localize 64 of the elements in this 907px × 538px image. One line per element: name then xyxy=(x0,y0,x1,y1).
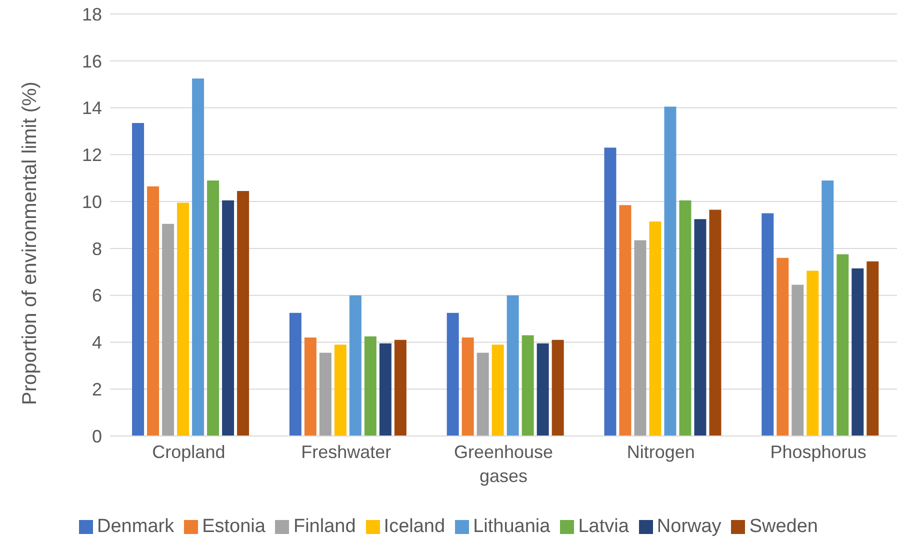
bar xyxy=(462,338,474,436)
legend-label: Finland xyxy=(293,516,356,537)
bar xyxy=(762,213,774,436)
y-tick-label: 12 xyxy=(82,145,102,166)
legend-label: Lithuania xyxy=(473,516,550,537)
x-tick-label: Greenhouse gases xyxy=(454,442,554,486)
y-tick-label: 18 xyxy=(82,4,102,24)
bar xyxy=(806,270,819,436)
legend-label: Sweden xyxy=(749,516,818,537)
y-tick-label: 4 xyxy=(92,332,102,353)
bar xyxy=(634,240,646,436)
bar xyxy=(364,336,376,436)
y-axis-title: Proportion of environmental limit (%) xyxy=(19,82,42,405)
legend-label: Iceland xyxy=(384,516,446,537)
bar xyxy=(619,205,632,436)
bar xyxy=(709,210,722,436)
y-tick-label: 8 xyxy=(92,238,102,259)
y-tick-label: 0 xyxy=(92,426,102,446)
bar xyxy=(147,186,160,436)
bar xyxy=(177,202,190,436)
legend-label: Denmark xyxy=(97,516,174,537)
bar xyxy=(132,123,144,436)
legend-label: Latvia xyxy=(578,516,629,537)
bar xyxy=(162,224,174,436)
x-tick-label: Cropland xyxy=(152,442,226,462)
bar xyxy=(506,295,519,436)
bar xyxy=(349,295,362,436)
bar xyxy=(679,200,692,436)
bar xyxy=(304,338,316,436)
bar xyxy=(222,200,234,436)
y-tick-label: 2 xyxy=(92,380,102,400)
bar xyxy=(836,254,849,436)
y-tick-label: 16 xyxy=(82,51,102,72)
bar xyxy=(394,340,406,436)
bar xyxy=(866,261,879,436)
bar xyxy=(604,148,616,436)
bar xyxy=(476,352,489,436)
bar xyxy=(536,343,549,436)
y-tick-label: 10 xyxy=(82,192,102,212)
bar xyxy=(852,268,864,436)
bar xyxy=(237,191,250,436)
legend-label: Norway xyxy=(656,516,722,537)
bar xyxy=(522,335,534,436)
legend-label: Estonia xyxy=(202,516,266,537)
x-tick-label: Freshwater xyxy=(301,442,392,462)
bar xyxy=(379,343,392,436)
bar xyxy=(664,106,676,436)
y-tick-label: 6 xyxy=(92,286,102,306)
y-tick-label: 14 xyxy=(82,98,102,118)
bar xyxy=(649,221,662,436)
bar xyxy=(694,219,706,436)
bar xyxy=(822,180,834,436)
x-tick-label: Phosphorus xyxy=(770,442,866,462)
bar xyxy=(446,312,459,436)
bar xyxy=(319,352,332,436)
bar xyxy=(792,284,804,436)
bar xyxy=(289,312,302,436)
bar xyxy=(334,344,346,436)
x-tick-label: Nitrogen xyxy=(626,442,695,462)
bar xyxy=(492,344,504,436)
bar xyxy=(207,180,220,436)
bar xyxy=(552,340,564,436)
bar xyxy=(192,78,204,436)
bar xyxy=(776,258,789,436)
